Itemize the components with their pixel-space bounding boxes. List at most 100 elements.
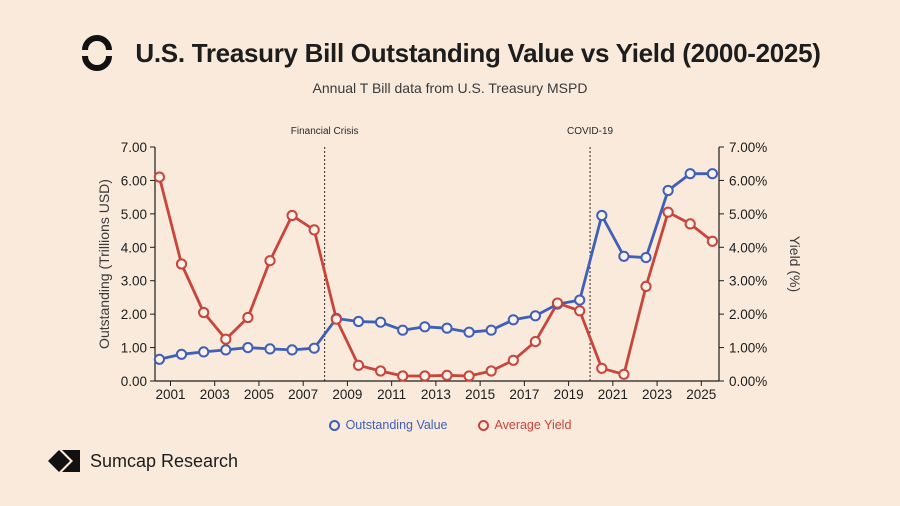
- data-point-outstanding: [684, 168, 696, 180]
- data-point-yield: [485, 365, 497, 377]
- data-point-yield: [618, 368, 630, 380]
- data-point-yield: [308, 224, 320, 236]
- y-tick-right-label: 0.00%: [729, 374, 767, 389]
- ring-logo-icon: [82, 35, 113, 71]
- x-tick-label: 2009: [332, 387, 362, 402]
- data-point-outstanding: [264, 343, 276, 355]
- chart-title: U.S. Treasury Bill Outstanding Value vs …: [135, 37, 821, 68]
- data-point-yield: [220, 333, 232, 345]
- legend-item-outstanding: Outstanding Value: [328, 418, 448, 432]
- data-point-yield: [397, 370, 409, 382]
- data-point-yield: [153, 171, 165, 183]
- legend-item-yield: Average Yield: [477, 418, 572, 432]
- legend-label-yield: Average Yield: [494, 418, 572, 432]
- header: U.S. Treasury Bill Outstanding Value vs …: [0, 30, 900, 76]
- x-tick-label: 2001: [155, 387, 185, 402]
- y-axis-right-title: Yield (%): [787, 236, 803, 292]
- data-point-outstanding: [397, 324, 409, 336]
- data-point-yield: [662, 206, 674, 218]
- data-point-outstanding: [662, 184, 674, 197]
- x-tick-label: 2023: [642, 387, 672, 402]
- legend-label-outstanding: Outstanding Value: [345, 418, 448, 432]
- y-axis-left-title: Outstanding (Trillions USD): [96, 179, 112, 349]
- data-point-yield: [242, 311, 254, 324]
- y-tick-left-label: 2.00: [121, 307, 147, 322]
- data-point-outstanding: [485, 324, 497, 336]
- chart-subtitle: Annual T Bill data from U.S. Treasury MS…: [312, 80, 588, 96]
- data-point-yield: [286, 209, 298, 222]
- data-point-outstanding: [352, 315, 365, 328]
- legend-marker-yield: [477, 419, 489, 431]
- data-point-outstanding: [153, 353, 165, 365]
- annotation-label-1: COVID-19: [567, 126, 614, 137]
- data-point-yield: [441, 369, 453, 381]
- data-point-yield: [596, 362, 608, 374]
- y-tick-right-label: 3.00%: [729, 274, 767, 289]
- annotation-label-0: Financial Crisis: [291, 126, 359, 137]
- legend-marker-outstanding: [328, 419, 340, 431]
- data-point-yield: [419, 370, 431, 382]
- data-point-outstanding: [419, 321, 431, 333]
- data-point-outstanding: [574, 294, 586, 306]
- data-point-yield: [198, 306, 210, 319]
- data-point-outstanding: [507, 314, 519, 326]
- data-point-yield: [684, 218, 696, 230]
- data-point-yield: [264, 255, 276, 267]
- y-tick-left-label: 1.00: [121, 341, 147, 356]
- x-tick-label: 2003: [200, 387, 230, 402]
- data-point-outstanding: [286, 344, 298, 356]
- sumcap-logo-icon: [48, 450, 80, 472]
- data-point-yield: [706, 235, 719, 247]
- data-point-yield: [551, 297, 564, 309]
- x-tick-label: 2017: [509, 387, 539, 402]
- y-tick-left-label: 0.00: [121, 374, 147, 389]
- data-point-outstanding: [618, 250, 630, 262]
- data-point-outstanding: [529, 310, 542, 322]
- data-point-outstanding: [308, 342, 320, 354]
- data-point-yield: [352, 359, 365, 371]
- data-point-yield: [507, 354, 519, 366]
- data-point-outstanding: [596, 209, 608, 222]
- x-tick-label: 2005: [244, 387, 274, 402]
- data-point-outstanding: [640, 252, 652, 264]
- y-tick-right-label: 1.00%: [729, 341, 767, 356]
- data-point-yield: [463, 370, 475, 382]
- y-tick-right-label: 7.00%: [729, 140, 767, 155]
- brand: Sumcap Research: [48, 450, 238, 472]
- series-line-outstanding: [159, 172, 713, 361]
- legend: Outstanding Value Average Yield: [0, 418, 900, 432]
- data-point-outstanding: [463, 326, 475, 338]
- brand-name: Sumcap Research: [90, 450, 239, 471]
- data-point-outstanding: [375, 316, 387, 328]
- data-point-outstanding: [198, 346, 210, 358]
- y-tick-right-label: 2.00%: [729, 307, 767, 322]
- x-tick-label: 2019: [554, 387, 584, 402]
- data-point-outstanding: [706, 168, 719, 180]
- y-tick-left-label: 6.00: [121, 173, 147, 188]
- series-line-yield: [158, 176, 714, 378]
- data-point-outstanding: [220, 344, 232, 356]
- data-point-yield: [574, 305, 586, 317]
- data-point-yield: [375, 365, 387, 377]
- x-tick-label: 2007: [288, 387, 318, 402]
- x-tick-label: 2015: [465, 387, 495, 402]
- y-tick-left-label: 7.00: [121, 140, 147, 155]
- y-tick-right-label: 6.00%: [729, 173, 767, 188]
- data-point-outstanding: [175, 348, 188, 360]
- y-tick-right-label: 4.00%: [729, 240, 767, 255]
- y-tick-left-label: 4.00: [121, 240, 147, 255]
- x-tick-label: 2013: [421, 387, 451, 402]
- x-tick-label: 2021: [598, 387, 628, 402]
- data-point-yield: [175, 258, 188, 270]
- data-point-yield: [330, 313, 342, 325]
- y-tick-left-label: 3.00: [121, 274, 147, 289]
- y-tick-left-label: 5.00: [121, 207, 147, 222]
- x-tick-label: 2011: [377, 387, 406, 402]
- data-point-yield: [529, 336, 542, 348]
- data-point-outstanding: [242, 342, 254, 354]
- data-point-yield: [640, 280, 652, 292]
- data-point-outstanding: [441, 322, 453, 334]
- y-tick-right-label: 5.00%: [729, 207, 767, 222]
- x-tick-label: 2025: [686, 387, 716, 402]
